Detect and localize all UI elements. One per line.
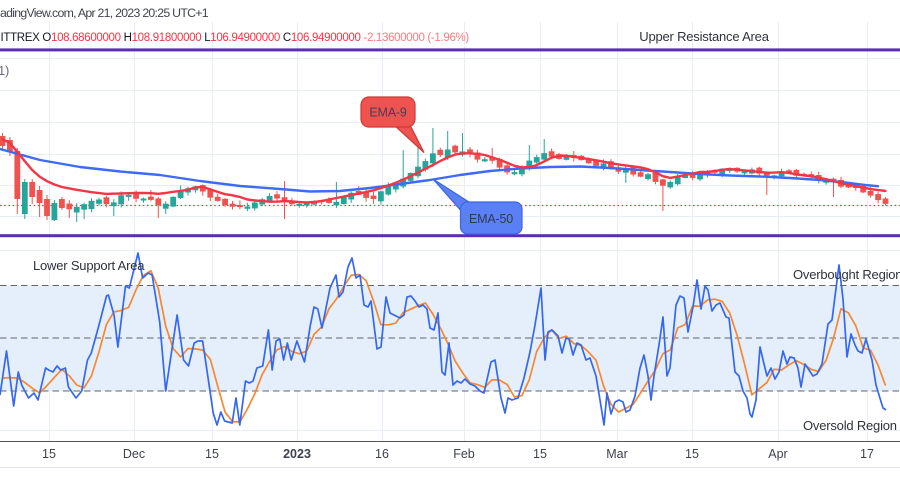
svg-text:EMA-9: EMA-9	[369, 106, 406, 120]
svg-text:adingView.com, Apr 21, 2023 20: adingView.com, Apr 21, 2023 20:25 UTC+1	[0, 6, 209, 20]
svg-text:15: 15	[533, 447, 547, 461]
svg-text:15: 15	[685, 447, 699, 461]
svg-text:Overbought Region: Overbought Region	[793, 267, 900, 282]
svg-text:Oversold Region: Oversold Region	[803, 418, 897, 433]
svg-text:2023: 2023	[283, 447, 311, 461]
svg-text:ITTREX O108.68600000 H108.91: ITTREX O108.68600000 H108.91800000 L106.…	[1, 32, 470, 44]
svg-text:1): 1)	[0, 63, 9, 78]
svg-text:Apr: Apr	[768, 447, 787, 461]
svg-text:Dec: Dec	[123, 447, 145, 461]
svg-text:17: 17	[860, 447, 874, 461]
svg-text:15: 15	[205, 447, 219, 461]
svg-text:Feb: Feb	[453, 447, 475, 461]
svg-text:Mar: Mar	[606, 447, 628, 461]
svg-text:EMA-50: EMA-50	[469, 212, 513, 226]
svg-text:Lower Support Area: Lower Support Area	[33, 258, 145, 273]
svg-text:15: 15	[42, 447, 56, 461]
svg-text:Upper Resistance Area: Upper Resistance Area	[639, 29, 769, 44]
svg-text:16: 16	[375, 447, 389, 461]
